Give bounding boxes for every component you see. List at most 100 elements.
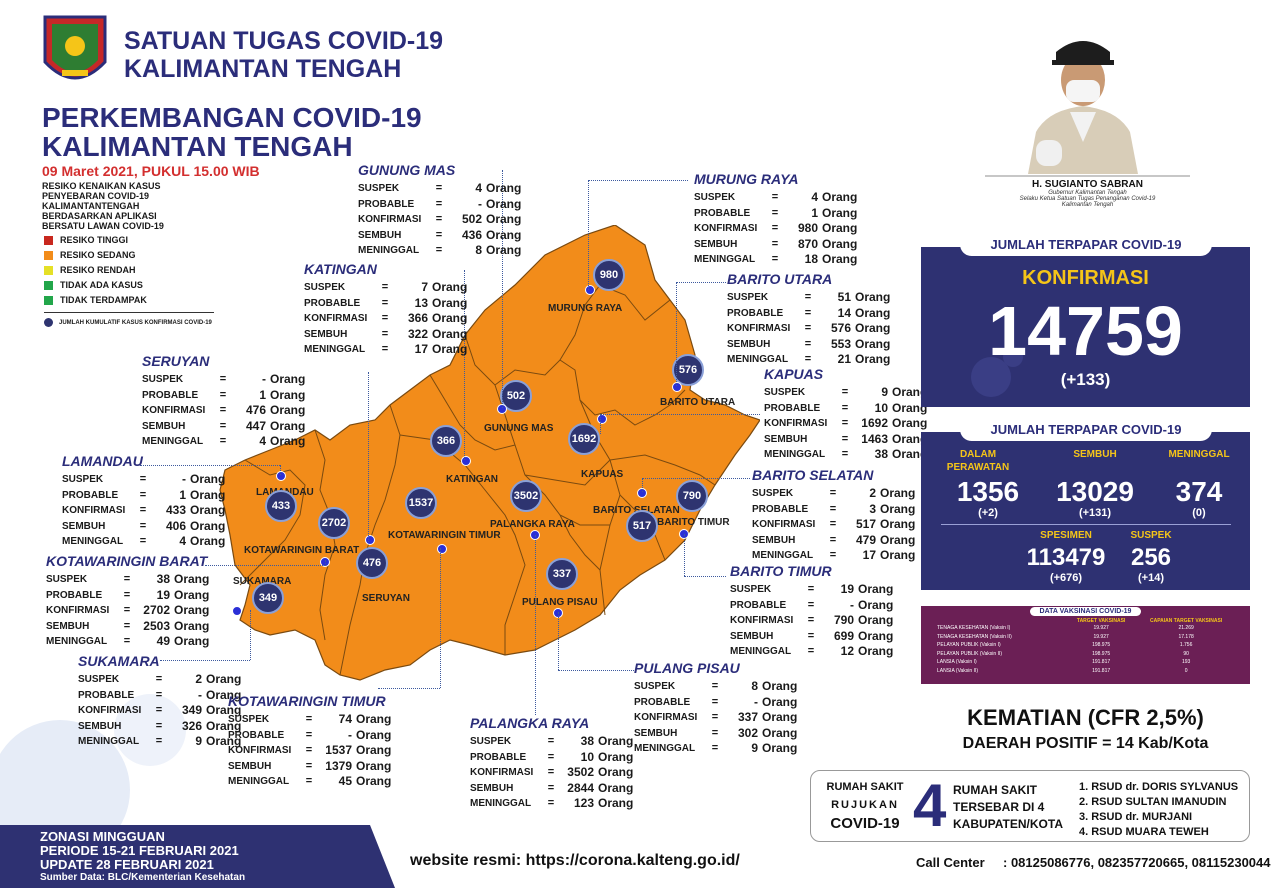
stat-label: SUSPEK xyxy=(304,282,346,293)
stat-unit: Orang xyxy=(174,618,210,633)
stat-eq: = xyxy=(381,296,389,309)
district-gunung-mas: GUNUNG MAS SUSPEK = 4 Orang PROBABLE = - Orang… xyxy=(358,162,521,259)
stat-value: 517 xyxy=(855,517,876,531)
district-name: SUKAMARA xyxy=(78,653,160,669)
stat-value: 1692 xyxy=(861,416,888,430)
legend-divider xyxy=(44,312,214,313)
stat-value: 45 xyxy=(338,774,352,788)
website-link[interactable]: website resmi: https://corona.kalteng.go… xyxy=(410,852,740,869)
stat-unit: Orang xyxy=(880,532,916,547)
stat-unit: Orang xyxy=(270,403,306,417)
map-label-kapuas: KAPUAS xyxy=(581,469,624,480)
leader-line xyxy=(588,180,589,290)
breakdown-heading: JUMLAH TERPAPAR COVID-19 xyxy=(960,418,1212,441)
vaccination-heading: DATA VAKSINASI COVID-19 xyxy=(1029,607,1142,616)
suspek-delta: (+14) xyxy=(1138,572,1164,584)
stat-eq: = xyxy=(547,750,555,763)
virus-decoration xyxy=(0,694,186,860)
callcenter-numbers: : 08125086776, 082357720665, 08115230044 xyxy=(1003,855,1271,870)
stat-value: 790 xyxy=(833,613,854,627)
stat-eq: = xyxy=(841,448,849,460)
district-name: MURUNG RAYA xyxy=(694,171,799,187)
stat-label: PROBABLE xyxy=(142,389,199,401)
stat-value: 476 xyxy=(245,403,266,417)
stat-eq: = xyxy=(435,213,443,225)
stat-value: 19 xyxy=(156,587,170,602)
legend-dot-note: JUMLAH KUMULATIF KASUS KONFIRMASI COVID-… xyxy=(44,318,212,327)
stat-value: 21 xyxy=(837,352,851,366)
stat-label: SUSPEK xyxy=(46,574,88,585)
stat-value: 8 xyxy=(475,243,482,257)
konfirmasi-label: KONFIRMASI xyxy=(1022,267,1149,289)
stat-unit: Orang xyxy=(356,743,392,757)
hospital-item: 1. RSUD dr. DORIS SYLVANUS xyxy=(1079,781,1239,793)
case-bubble-murung-raya: 980 xyxy=(593,259,625,291)
stat-unit: Orang xyxy=(432,311,468,325)
stat-label: PROBABLE xyxy=(470,751,527,763)
stat-unit: Orang xyxy=(356,712,392,726)
stat-label: KONFIRMASI xyxy=(470,767,534,778)
stat-value: 3502 xyxy=(567,765,594,779)
case-bubble-palangka-raya: 3502 xyxy=(510,480,542,512)
district-name: PULANG PISAU xyxy=(634,660,740,676)
stat-value: 302 xyxy=(737,725,758,740)
stat-value: 337 xyxy=(737,710,758,724)
stat-unit: Orang xyxy=(892,431,928,446)
stat-label: SEMBUH xyxy=(634,727,678,739)
page-title-2: KALIMANTAN TENGAH xyxy=(42,131,353,162)
spesimen-label: SPESIMEN xyxy=(1040,530,1092,541)
district-seruyan: SERUYAN SUSPEK = - Orang PROBABLE = 1 Orang KO… xyxy=(142,353,305,450)
stat-unit: Orang xyxy=(270,434,306,448)
stat-unit: Orang xyxy=(486,181,522,195)
stat-label: MENINGGAL xyxy=(46,636,108,647)
stat-eq: = xyxy=(219,404,227,416)
governor-name: H. SUGIANTO SABRAN xyxy=(1032,179,1143,190)
stat-label: MENINGGAL xyxy=(694,254,756,265)
stat-eq: = xyxy=(711,680,719,692)
case-bubble-lamandau: 433 xyxy=(265,490,297,522)
vaccination-row-capaian: 193 xyxy=(1181,659,1191,666)
stat-unit: Orang xyxy=(858,597,894,612)
konfirmasi-delta: (+133) xyxy=(1060,370,1111,389)
district-kotawaringin-timur: KOTAWARINGIN TIMUR SUSPEK = 74 Orang PROBAB… xyxy=(228,693,391,790)
stat-value: 17 xyxy=(414,342,428,356)
stat-unit: Orang xyxy=(880,501,916,516)
stat-unit: Orang xyxy=(598,796,634,810)
stat-unit: Orang xyxy=(855,305,891,320)
leader-line xyxy=(684,534,685,576)
stat-eq: = xyxy=(305,759,313,772)
stat-unit: Orang xyxy=(855,290,891,304)
breakdown-panel: DALAM PERAWATAN 1356 (+2) SEMBUH 13029 (… xyxy=(921,432,1250,590)
map-label-katingan: KATINGAN xyxy=(446,474,499,485)
stat-label: KONFIRMASI xyxy=(764,418,828,429)
stat-unit: Orang xyxy=(432,280,468,294)
stat-unit: Orang xyxy=(356,727,392,742)
vaccination-row-capaian: 0 xyxy=(1184,667,1188,674)
stat-value: 2702 xyxy=(143,603,170,617)
vaccination-panel: DATA VAKSINASI COVID-19 TARGET VAKSINASI… xyxy=(921,606,1250,684)
stat-eq: = xyxy=(829,549,837,561)
stat-label: SUSPEK xyxy=(727,292,769,303)
stat-label: SEMBUH xyxy=(752,534,796,546)
legend-item: RESIKO RENDAH xyxy=(44,265,147,275)
case-bubble-kapuas: 1692 xyxy=(568,423,600,455)
stat-eq: = xyxy=(807,583,815,595)
district-name: GUNUNG MAS xyxy=(358,162,456,178)
breakdown-divider xyxy=(941,524,1231,525)
meninggal-delta: (0) xyxy=(1192,507,1206,519)
stat-label: KONFIRMASI xyxy=(694,223,758,234)
stat-label: SUSPEK xyxy=(470,736,512,747)
province-logo xyxy=(40,12,110,94)
district-name: KATINGAN xyxy=(304,261,377,277)
callcenter-label: Call Center xyxy=(916,855,985,870)
stat-label: SEMBUH xyxy=(764,433,808,445)
stat-label: MENINGGAL xyxy=(62,536,124,547)
stat-unit: Orang xyxy=(598,780,634,795)
leader-line xyxy=(558,612,559,670)
vaccination-row-capaian: 17.178 xyxy=(1178,633,1194,640)
stat-unit: Orang xyxy=(880,548,916,562)
kalteng-map xyxy=(219,225,760,681)
data-source: Sumber Data: BLC/Kementerian Kesehatan xyxy=(40,872,246,883)
stat-label: PROBABLE xyxy=(46,589,103,601)
perawatan-delta: (+2) xyxy=(978,507,998,519)
